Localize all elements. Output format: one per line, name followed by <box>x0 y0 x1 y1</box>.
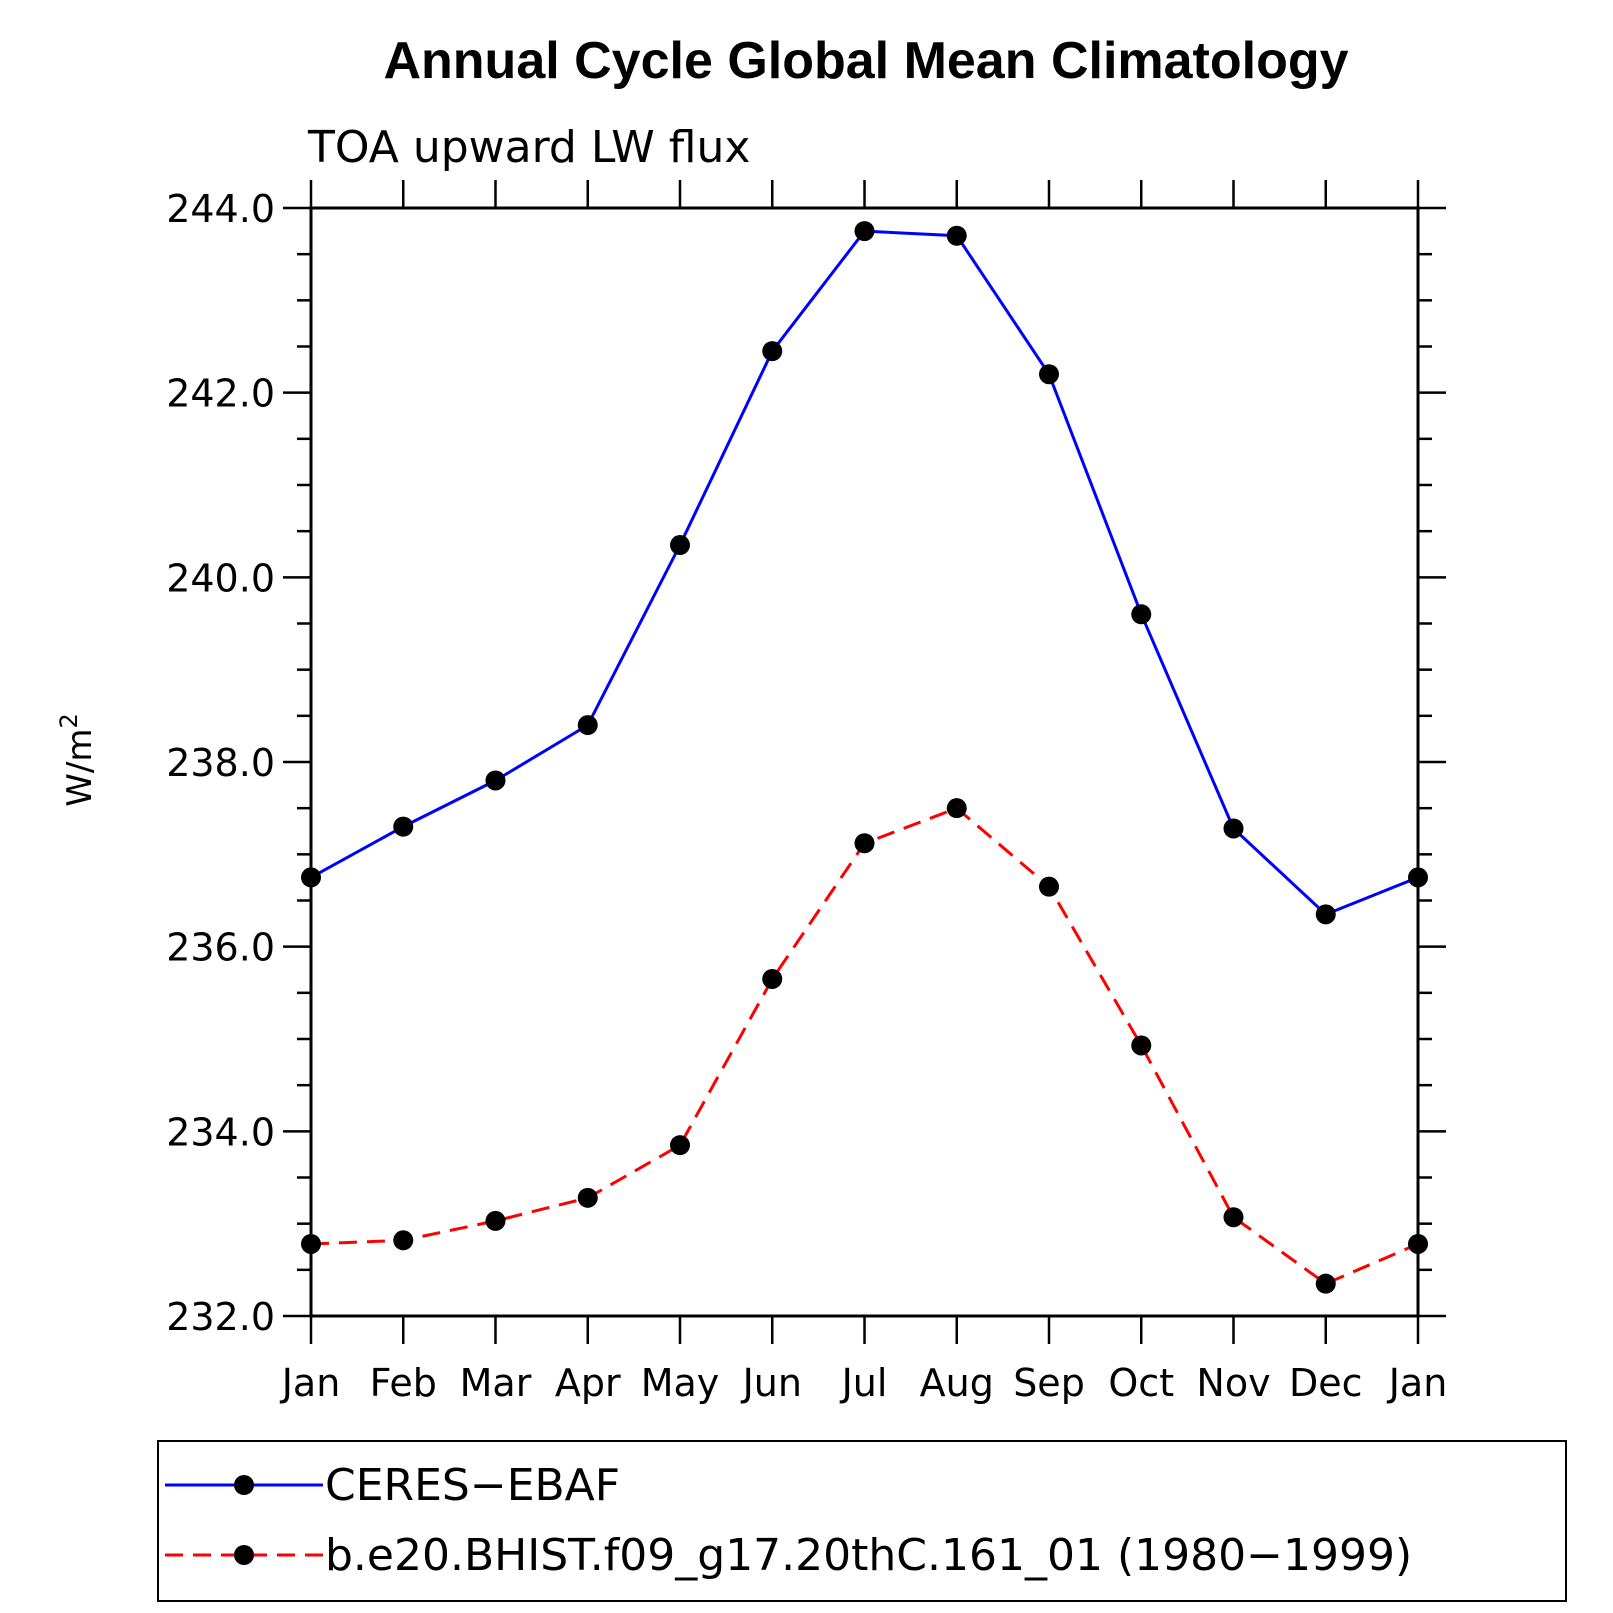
series-0-point <box>946 225 967 246</box>
series-0-point <box>485 770 506 791</box>
y-tick-label: 238.0 <box>166 741 275 785</box>
y-tick-label: 234.0 <box>166 1110 275 1154</box>
x-tick-label: Mar <box>460 1361 532 1405</box>
series-0-point <box>577 715 598 736</box>
y-tick-label: 236.0 <box>166 926 275 970</box>
y-axis-label: W/m2 <box>55 713 100 806</box>
series-0-point <box>1315 904 1336 925</box>
series-0-point <box>670 535 690 556</box>
series-1-point <box>1039 876 1059 897</box>
legend-box <box>157 1440 1567 1602</box>
x-tick-label: Apr <box>555 1361 621 1405</box>
y-tick-label: 240.0 <box>166 556 275 600</box>
y-tick-label: 244.0 <box>166 187 275 231</box>
series-1-point <box>577 1187 598 1208</box>
legend-label-ceres: CERES−EBAF <box>325 1460 620 1511</box>
series-1-point <box>670 1135 690 1156</box>
x-tick-label: Dec <box>1289 1361 1363 1405</box>
chart-title: Annual Cycle Global Mean Climatology <box>383 32 1348 90</box>
legend: CERES−EBAF b.e20.BHIST.f09_g17.20thC.161… <box>157 1440 1567 1602</box>
x-tick-label: Sep <box>1013 1361 1085 1405</box>
x-tick-label: Jul <box>840 1361 888 1405</box>
y-axis-label-superscript: 2 <box>55 713 83 728</box>
series-1-point <box>1408 1233 1428 1254</box>
x-axis-ticks: Jan Feb Mar Apr May Jun Jul Aug Sep Oct Nov Dec Jan <box>280 180 1448 1405</box>
y-tick-label: 242.0 <box>166 372 275 416</box>
x-tick-label: Jun <box>741 1361 802 1405</box>
legend-marker-ceres <box>234 1475 254 1495</box>
y-axis-ticks: 232.0 234.0 236.0 238.0 240.0 242.0 244.0 <box>166 187 1446 1339</box>
series-1-point <box>1315 1273 1336 1294</box>
x-tick-label: Jan <box>1387 1361 1448 1405</box>
legend-label-model: b.e20.BHIST.f09_g17.20thC.161_01 (1980−1… <box>325 1530 1412 1581</box>
series-layer <box>301 221 1428 1294</box>
x-tick-label: Feb <box>370 1361 437 1405</box>
series-0-point <box>1408 867 1428 888</box>
x-tick-label: Oct <box>1108 1361 1174 1405</box>
series-0-point <box>762 341 783 362</box>
series-0-point <box>301 867 321 888</box>
y-axis-label-text: W/m <box>60 729 100 807</box>
x-tick-label: May <box>641 1361 720 1405</box>
series-1-point <box>854 833 875 854</box>
legend-entry-model: b.e20.BHIST.f09_g17.20thC.161_01 (1980−1… <box>165 1530 1412 1581</box>
series-0-point <box>854 221 875 242</box>
series-1-point <box>1131 1035 1152 1056</box>
series-0-point <box>393 816 414 837</box>
series-1-point <box>301 1233 321 1254</box>
plot-border <box>309 206 1420 1318</box>
plot-frame <box>309 206 1420 1318</box>
series-line-0 <box>310 229 1419 917</box>
x-tick-label: Nov <box>1196 1361 1270 1405</box>
legend-marker-model <box>234 1545 254 1565</box>
series-1-point <box>485 1210 506 1231</box>
y-tick-label: 232.0 <box>166 1295 275 1339</box>
x-tick-label: Aug <box>920 1361 994 1405</box>
series-0-point <box>1131 604 1152 625</box>
series-1-point <box>762 968 783 989</box>
legend-entry-ceres: CERES−EBAF <box>165 1460 620 1511</box>
series-0-point <box>1223 818 1244 839</box>
x-tick-label: Jan <box>280 1361 341 1405</box>
series-1-point <box>1223 1207 1244 1228</box>
series-1-point <box>393 1230 414 1251</box>
series-line-1 <box>310 806 1419 1286</box>
series-0-point <box>1039 364 1059 385</box>
series-1-point <box>946 798 967 819</box>
chart-subtitle: TOA upward LW flux <box>307 122 750 173</box>
